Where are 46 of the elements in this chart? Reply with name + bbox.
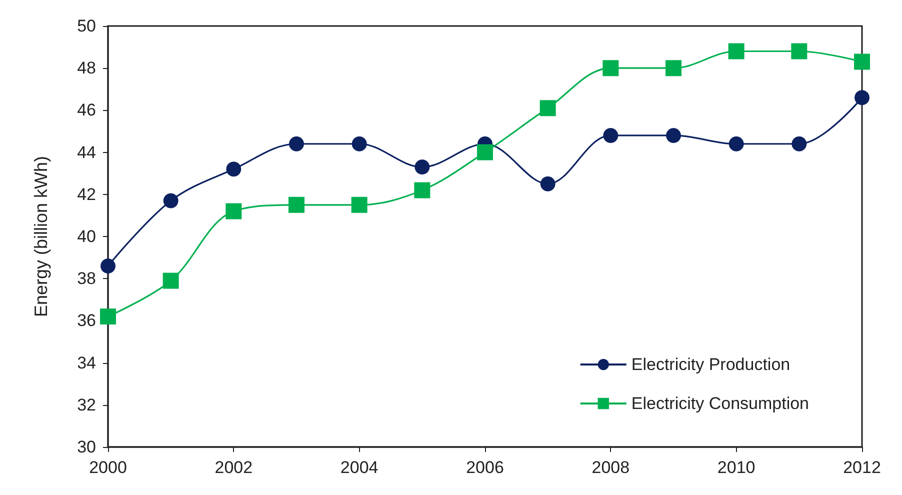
x-tick-label: 2000 [89, 458, 127, 477]
point [791, 43, 808, 60]
point [540, 176, 556, 192]
point [854, 54, 870, 70]
point [288, 196, 304, 213]
point [854, 90, 870, 106]
x-tick-label: 2008 [592, 458, 630, 477]
y-tick-label: 34 [77, 353, 96, 372]
point [602, 60, 619, 76]
y-tick-label: 38 [77, 269, 96, 288]
point [100, 258, 116, 274]
y-tick-label: 30 [77, 438, 96, 456]
y-tick-label: 32 [77, 395, 96, 414]
point [100, 308, 116, 324]
point [162, 272, 179, 289]
point [226, 162, 242, 177]
x-tick-label: 2010 [717, 458, 756, 477]
x-tick-label: 2004 [340, 458, 378, 477]
x-tick-label: 2012 [843, 458, 881, 477]
y-tick-label: 36 [77, 311, 96, 330]
point [351, 196, 368, 213]
point [477, 144, 493, 160]
y-tick-label: 40 [77, 227, 96, 246]
y-tick-label: 48 [77, 58, 96, 78]
y-tick-label: 50 [77, 16, 96, 36]
point [352, 136, 367, 152]
legend-label: Electricity Consumption [631, 394, 810, 413]
y-axis-title: Energy (billion kWh) [31, 156, 51, 318]
point [792, 136, 807, 152]
y-tick-label: 42 [77, 184, 96, 204]
legend-label: Electricity Production [631, 355, 790, 374]
point [163, 193, 178, 208]
point [540, 100, 556, 116]
point [603, 128, 618, 143]
y-tick-label: 44 [77, 142, 96, 162]
point [414, 160, 430, 175]
point [728, 43, 744, 60]
x-tick-label: 2002 [214, 458, 253, 477]
point [226, 203, 242, 220]
point [414, 182, 430, 198]
point [728, 136, 744, 152]
x-tick-label: 2006 [466, 458, 504, 477]
point [289, 136, 304, 152]
point [666, 60, 682, 76]
point [666, 128, 681, 143]
y-tick-label: 46 [77, 100, 96, 120]
